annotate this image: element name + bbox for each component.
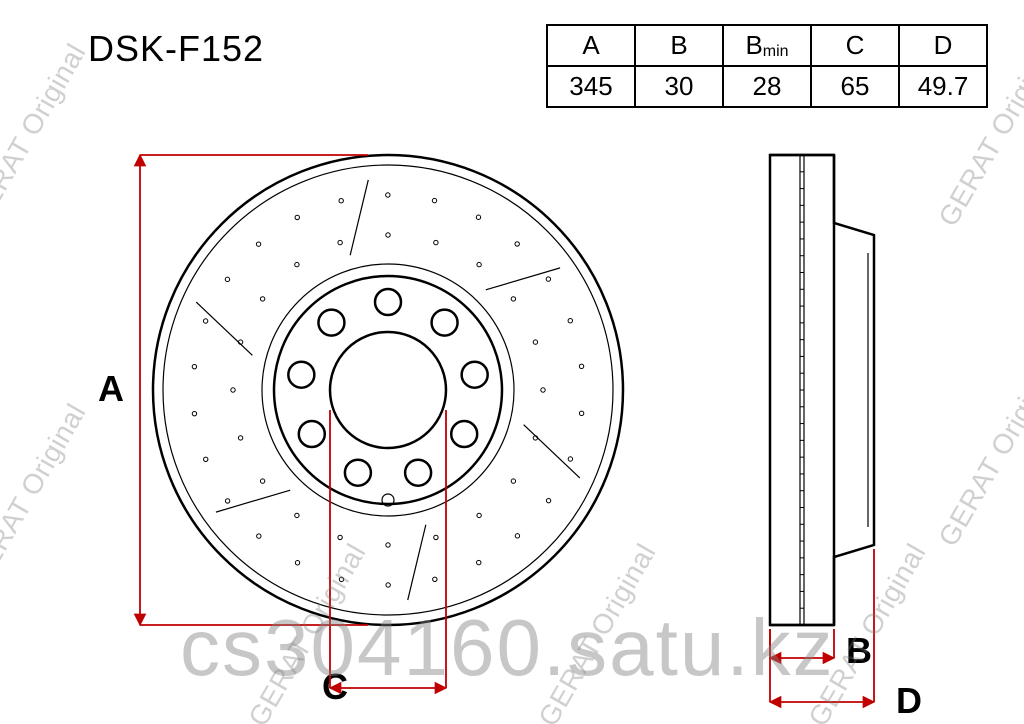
technical-drawing [0, 0, 1024, 724]
